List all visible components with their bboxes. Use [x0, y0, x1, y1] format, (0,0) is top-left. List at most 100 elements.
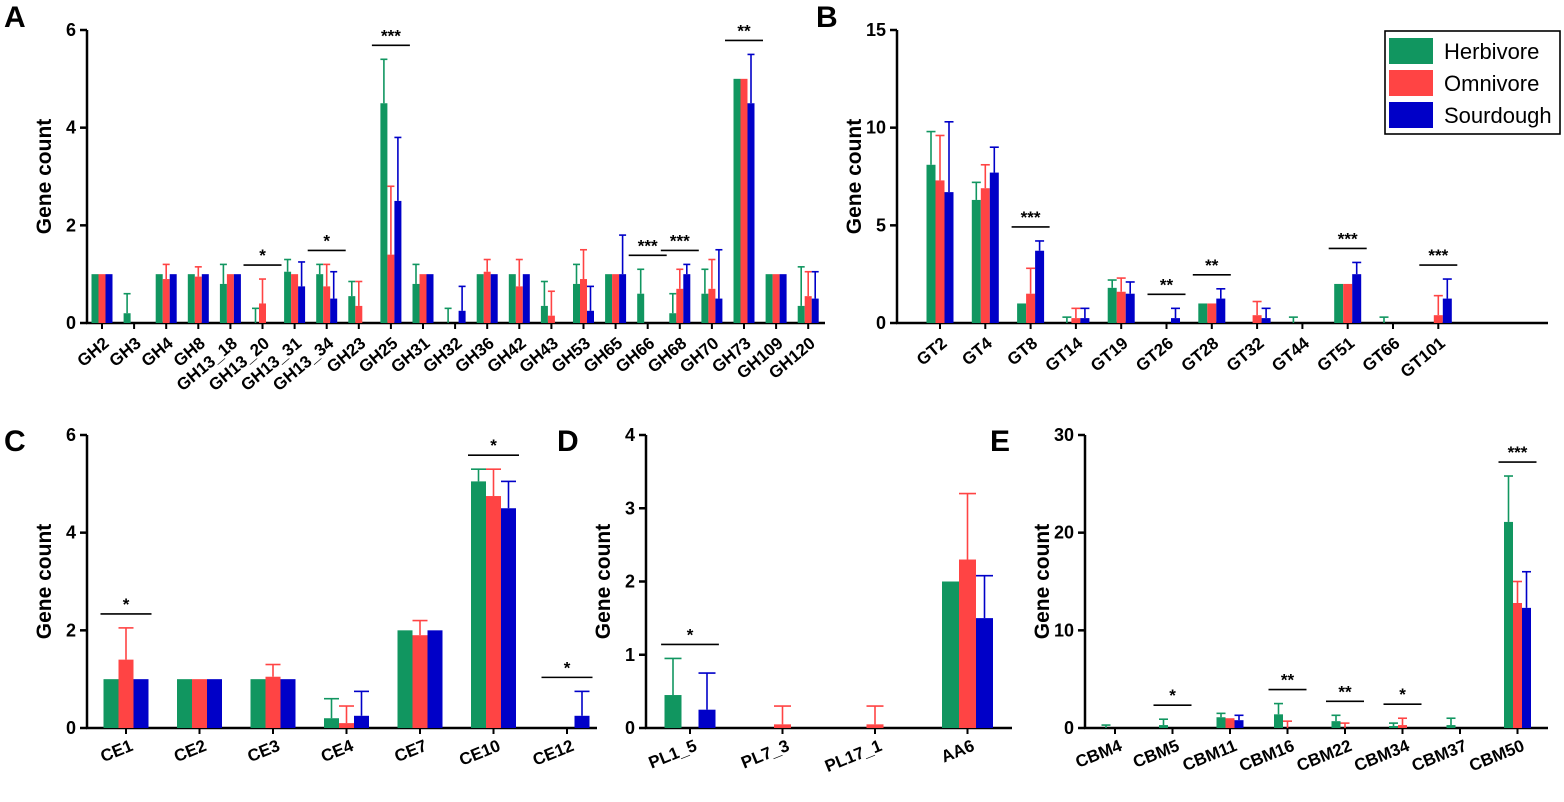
y-tick-label: 20	[1054, 523, 1074, 543]
y-axis-label: Gene count	[33, 524, 56, 640]
legend-label-sourdough: Sourdough	[1444, 103, 1552, 128]
bar-omnivore	[1071, 318, 1081, 323]
category-label: AA6	[938, 736, 977, 766]
y-axis-label: Gene count	[33, 119, 56, 235]
y-axis-label: Gene count	[592, 524, 615, 640]
bar-omnivore	[194, 276, 202, 323]
significance-label: ***	[1508, 443, 1528, 462]
bar-omnivore	[515, 286, 523, 323]
bar-sourdough	[1442, 298, 1452, 323]
bar-sourdough	[1125, 293, 1135, 323]
bar-herbivore	[316, 274, 324, 323]
bar-sourdough	[747, 103, 755, 323]
bar-herbivore	[412, 283, 420, 323]
bar-herbivore	[250, 679, 266, 728]
bar-herbivore	[91, 274, 99, 323]
y-tick-label: 2	[625, 572, 635, 592]
bar-sourdough	[1234, 720, 1244, 728]
bar-omnivore	[98, 274, 106, 323]
bar-sourdough	[989, 172, 999, 323]
bar-omnivore	[959, 559, 976, 728]
bar-omnivore	[419, 274, 427, 323]
bar-omnivore	[323, 286, 331, 323]
bar-omnivore	[774, 724, 791, 728]
panel-c: C 0 2 4 6 Gene count CE1 CE2 CE3 CE4 CE7 CE10 CE12 * *…	[4, 425, 597, 770]
bar-omnivore	[291, 274, 299, 323]
bar-omnivore	[708, 288, 716, 323]
category-label: CE3	[245, 736, 283, 766]
bar-sourdough	[1171, 318, 1180, 323]
y-tick-label: 10	[866, 118, 886, 138]
bar-herbivore	[155, 274, 163, 323]
bar-herbivore	[348, 296, 356, 323]
bar-omnivore	[1343, 283, 1353, 323]
bar-herbivore	[765, 274, 773, 323]
y-tick-label: 30	[1054, 425, 1074, 445]
category-label: PL1_5	[646, 736, 700, 772]
bar-herbivore	[637, 293, 645, 323]
bar-herbivore	[476, 274, 484, 323]
bar-herbivore	[380, 103, 388, 323]
bar-omnivore	[980, 188, 990, 323]
bar-omnivore	[676, 288, 684, 323]
bar-herbivore	[669, 313, 677, 323]
bar-omnivore	[1207, 303, 1217, 323]
bar-sourdough	[1080, 318, 1090, 323]
y-tick-label: 0	[66, 718, 76, 738]
bar-omnivore	[265, 676, 281, 728]
bar-sourdough	[426, 274, 434, 323]
bar-omnivore	[355, 305, 363, 323]
category-label: GH2	[74, 334, 113, 371]
bar-omnivore	[935, 180, 945, 323]
bar-herbivore	[177, 679, 192, 728]
bar-sourdough	[201, 274, 209, 323]
bar-herbivore	[605, 274, 613, 323]
bar-herbivore	[701, 293, 709, 323]
bar-sourdough	[1216, 298, 1226, 323]
significance-label: ***	[670, 231, 690, 250]
significance-label: *	[1399, 685, 1406, 704]
bar-herbivore	[1198, 303, 1208, 323]
bar-sourdough	[1035, 250, 1045, 323]
category-label: GT14	[1042, 333, 1087, 375]
bar-sourdough	[698, 709, 716, 728]
bar-sourdough	[619, 274, 627, 323]
y-tick-label: 0	[1064, 718, 1074, 738]
bar-herbivore	[1504, 521, 1513, 728]
bar-omnivore	[339, 723, 354, 728]
bar-omnivore	[1513, 602, 1522, 728]
panel-letter: A	[4, 1, 26, 34]
significance-label: *	[1169, 686, 1176, 705]
category-label: GT51	[1313, 334, 1358, 376]
y-tick-label: 2	[66, 620, 76, 640]
bar-herbivore	[664, 695, 682, 728]
bar-herbivore	[1216, 717, 1226, 728]
bar-sourdough	[944, 192, 954, 323]
category-label: CBM22	[1294, 736, 1355, 775]
category-label: PL7_3	[738, 736, 792, 772]
category-label: CBM50	[1466, 736, 1527, 775]
bar-omnivore	[387, 254, 395, 323]
bar-herbivore	[1107, 287, 1117, 323]
panel-letter: B	[816, 1, 838, 34]
bar-herbivore	[1017, 303, 1027, 323]
bar-sourdough	[330, 298, 338, 323]
significance-label: *	[490, 436, 497, 455]
bar-omnivore	[483, 271, 491, 323]
bar-sourdough	[811, 298, 819, 323]
bar-omnivore	[259, 303, 266, 323]
y-tick-label: 1	[625, 645, 635, 665]
y-tick-label: 4	[66, 118, 76, 138]
legend-swatch-herbivore	[1389, 38, 1433, 64]
bar-sourdough	[354, 715, 369, 728]
bar-omnivore	[547, 315, 555, 323]
category-label: CE2	[171, 736, 209, 766]
category-label: CE4	[318, 736, 356, 766]
bar-sourdough	[1522, 607, 1531, 728]
category-label: CBM37	[1409, 736, 1470, 775]
category-label: GT4	[958, 333, 996, 369]
bar-omnivore	[192, 679, 207, 728]
category-label: CBM34	[1351, 736, 1412, 775]
legend-label-omnivore: Omnivore	[1444, 71, 1539, 96]
bar-herbivore	[1159, 725, 1168, 728]
